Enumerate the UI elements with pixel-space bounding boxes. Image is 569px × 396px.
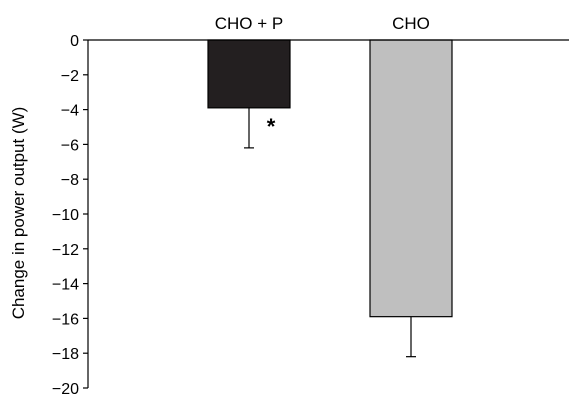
annotations: * xyxy=(267,114,276,139)
bar-0 xyxy=(207,39,291,109)
y-tick-label: −2 xyxy=(61,68,79,85)
y-tick-label: −12 xyxy=(52,242,79,259)
bar-1 xyxy=(369,39,453,318)
y-tick-label: −8 xyxy=(61,172,79,189)
y-tick-label: −4 xyxy=(61,103,79,120)
y-tick-label: −6 xyxy=(61,137,79,154)
bars xyxy=(207,39,453,318)
significance-asterisk: * xyxy=(267,114,276,139)
y-tick-label: 0 xyxy=(70,33,79,50)
y-tick-label: −18 xyxy=(52,346,79,363)
category-label: CHO + P xyxy=(215,14,284,33)
y-tick-label: −16 xyxy=(52,311,79,328)
y-tick-label: −20 xyxy=(52,381,79,396)
y-tick-label: −14 xyxy=(52,277,79,294)
error-bars xyxy=(244,107,416,358)
y-axis-title: Change in power output (W) xyxy=(9,107,28,320)
y-axis-ticks: 0 −2 −4 −6 −8 −10 −12 −14 −16 −18 −20 xyxy=(52,33,88,396)
category-label: CHO xyxy=(392,14,430,33)
category-labels: CHO + P CHO xyxy=(215,14,430,33)
y-tick-label: −10 xyxy=(52,207,79,224)
